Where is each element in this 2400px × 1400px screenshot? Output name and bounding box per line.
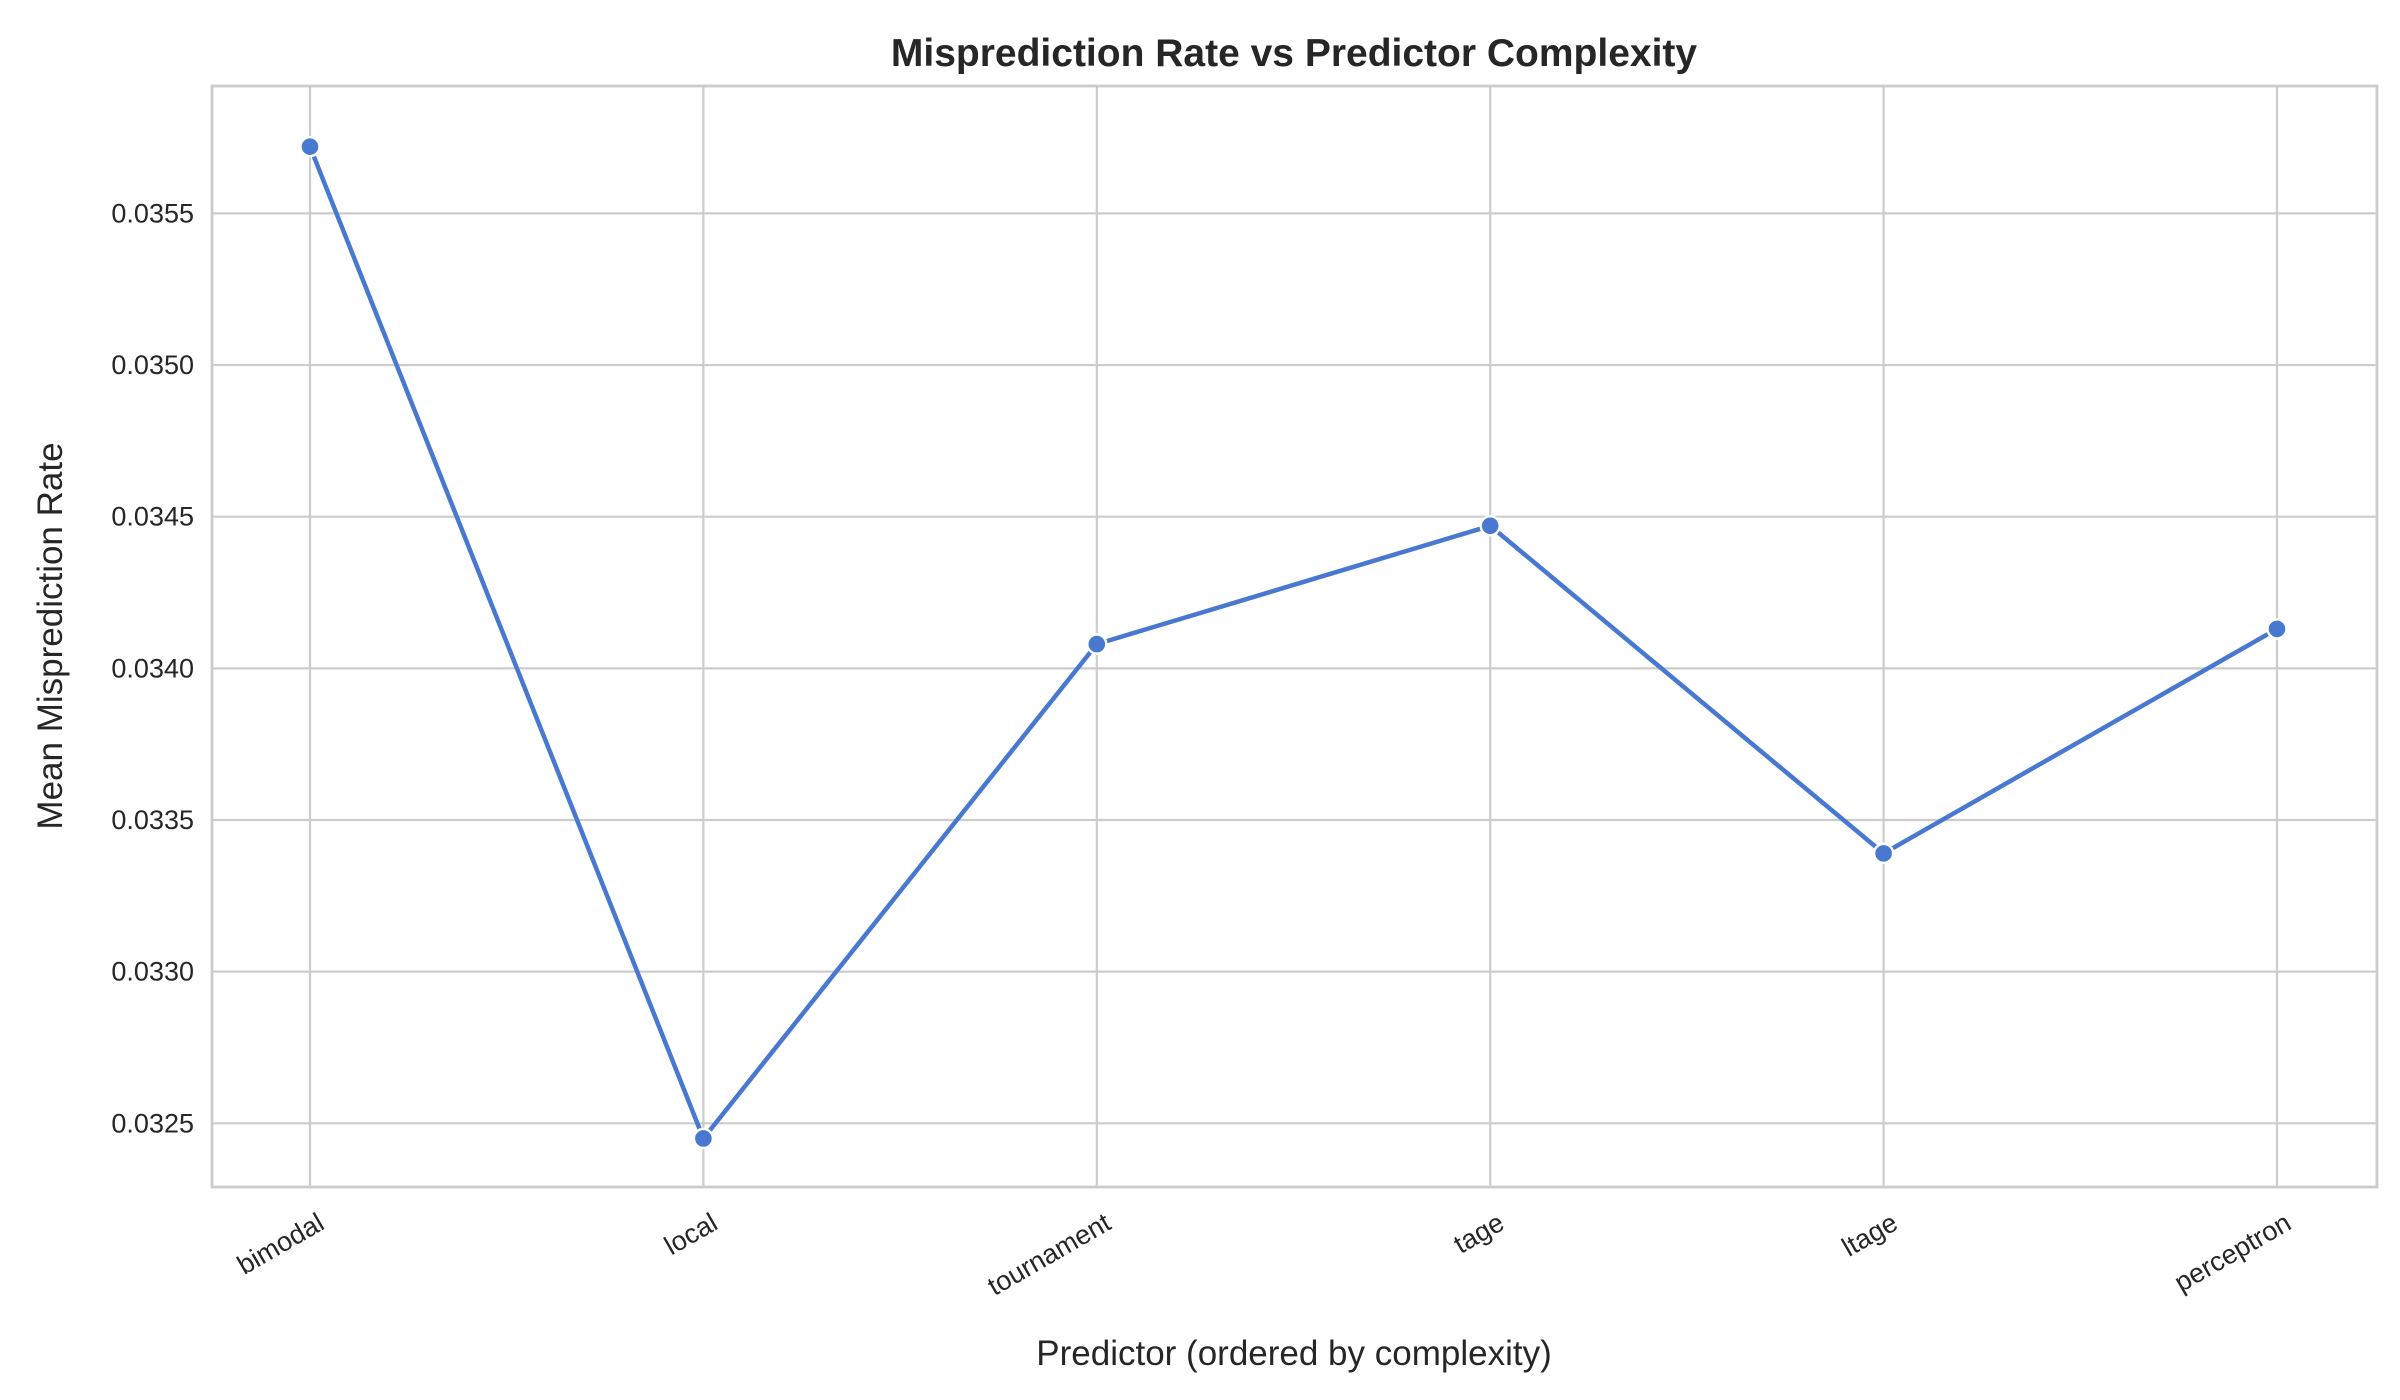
y-tick-label: 0.0335: [111, 805, 194, 835]
x-tick-label: perceptron: [2169, 1207, 2296, 1298]
plot-background: [212, 86, 2377, 1187]
y-tick-label: 0.0345: [111, 502, 194, 532]
y-tick-label: 0.0340: [111, 653, 194, 683]
data-point-bimodal: [299, 135, 321, 158]
y-axis-label: Mean Misprediction Rate: [31, 442, 70, 829]
data-point-perceptron: [2266, 618, 2288, 640]
data-point-local: [692, 1127, 715, 1150]
x-tick-label: bimodal: [232, 1207, 329, 1280]
data-point-ltage: [1872, 842, 1895, 865]
data-point-tournament: [1086, 633, 1108, 655]
y-axis-ticks: 0.0325 0.0330 0.0335 0.0340 0.0345 0.0350 0.03…: [111, 198, 194, 1138]
series-line: [307, 144, 2280, 1141]
x-tick-label: tournament: [983, 1207, 1117, 1302]
x-tick-label: tage: [1449, 1207, 1510, 1259]
y-tick-label: 0.0325: [111, 1108, 194, 1138]
data-point-tage: [1479, 515, 1501, 537]
plot-frame: [210, 84, 2379, 1189]
y-tick-label: 0.0330: [111, 957, 194, 987]
x-axis-ticks: bimodal local tournament tage ltage perceptro…: [232, 1207, 2296, 1302]
x-tick-label: local: [659, 1207, 722, 1261]
x-tick-label: ltage: [1837, 1207, 1903, 1262]
x-axis-label: Predictor (ordered by complexity): [1036, 1334, 1551, 1373]
series: [299, 135, 2288, 1150]
y-tick-label: 0.0350: [111, 350, 194, 380]
chart-title: Misprediction Rate vs Predictor Complexi…: [891, 32, 1698, 75]
y-tick-label: 0.0355: [111, 198, 194, 228]
